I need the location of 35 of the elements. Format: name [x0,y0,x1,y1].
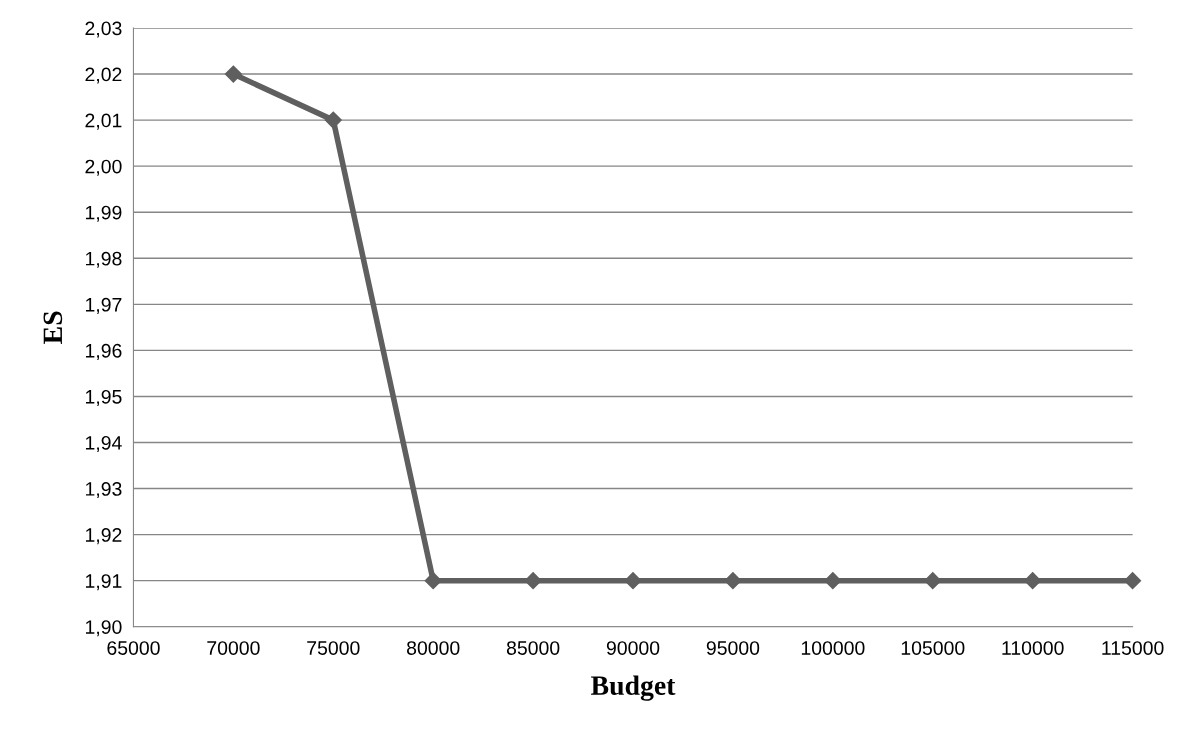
y-tick-label: 1,98 [85,251,122,268]
point [524,572,542,590]
point [1124,572,1142,590]
point [824,572,842,590]
y-tick-label: 1,99 [85,205,122,222]
y-tick-label: 1,93 [85,482,122,499]
point [324,111,342,129]
x-tick-label: 65000 [107,641,160,655]
point [224,65,242,83]
y-tick-label: 1,97 [85,297,122,314]
x-tick-label: 75000 [307,641,360,655]
y-axis-title: ES [43,311,63,344]
x-tick-label: 90000 [606,641,660,655]
point [724,572,742,590]
y-tick-label: 1,96 [85,343,122,360]
x-tick-label: 95000 [706,641,760,655]
y-tick-label: 1,94 [85,435,122,453]
x-axis-title: Budget [591,675,676,701]
y-tick-label: 2,01 [85,113,122,130]
x-tick-label: 105000 [901,641,965,655]
y-tick-label: 2,03 [85,21,122,38]
x-tick-label: 110000 [1002,641,1064,655]
point [624,572,642,590]
y-tick-label: 1,95 [85,389,122,406]
point [424,572,442,590]
x-tick-label: 80000 [407,641,460,655]
x-tick-label: 100000 [801,641,865,655]
y-tick-label: 1,91 [85,574,122,591]
y-tick-label: 2,00 [85,159,122,176]
y-tick-label: 1,92 [85,528,122,545]
x-tick-label: 70000 [207,641,260,655]
y-tick-label: 2,02 [85,67,122,84]
x-tick-label: 115000 [1102,641,1164,655]
x-tick-label: 85000 [506,641,560,655]
y-tick-label: 1,90 [85,620,122,637]
